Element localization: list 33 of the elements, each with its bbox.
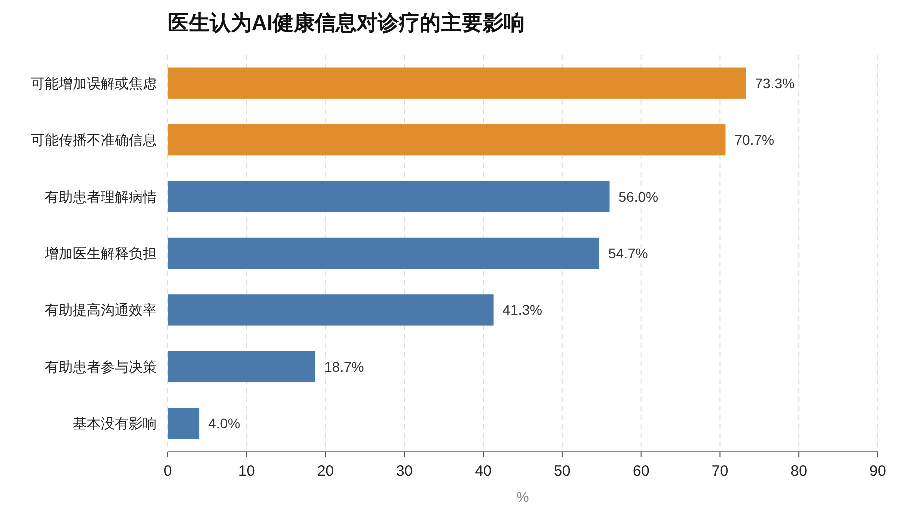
x-tick-label: 60 [632, 463, 650, 480]
x-tick-label: 0 [164, 463, 172, 480]
x-tick-label: 10 [238, 463, 256, 480]
y-tick-label: 基本没有影响 [73, 416, 157, 432]
bar [168, 124, 726, 156]
bar [168, 408, 200, 440]
y-tick-label: 增加医生解释负担 [44, 246, 157, 262]
x-tick-label: 20 [317, 463, 334, 480]
y-tick-label: 有助患者理解病情 [45, 188, 157, 205]
x-tick-label: 40 [475, 463, 492, 480]
data-label: 18.7% [324, 358, 364, 375]
data-label: 4.0% [208, 416, 240, 432]
x-tick-label: 70 [712, 463, 729, 480]
bar [168, 294, 494, 326]
y-tick-label: 可能增加误解或焦虑 [31, 75, 157, 92]
x-tick-label: 50 [554, 463, 571, 480]
bar [168, 351, 316, 383]
x-tick-label: 90 [870, 463, 886, 480]
y-tick-label: 可能传播不准确信息 [31, 132, 157, 148]
data-label: 56.0% [618, 188, 658, 205]
bar [168, 238, 600, 270]
x-axis-title: % [516, 489, 530, 505]
data-label: 70.7% [734, 132, 774, 148]
chart-title: 医生认为AI健康信息对诊疗的主要影响 [168, 11, 525, 35]
y-tick-label: 有助患者参与决策 [45, 358, 157, 375]
data-label: 41.3% [502, 302, 543, 318]
x-tick-label: 30 [396, 463, 414, 480]
y-tick-label: 有助提高沟通效率 [45, 302, 157, 318]
bar [168, 181, 610, 212]
bar [168, 68, 746, 99]
data-label: 73.3% [755, 75, 795, 92]
x-tick-label: 80 [790, 463, 808, 480]
data-label: 54.7% [608, 246, 648, 262]
